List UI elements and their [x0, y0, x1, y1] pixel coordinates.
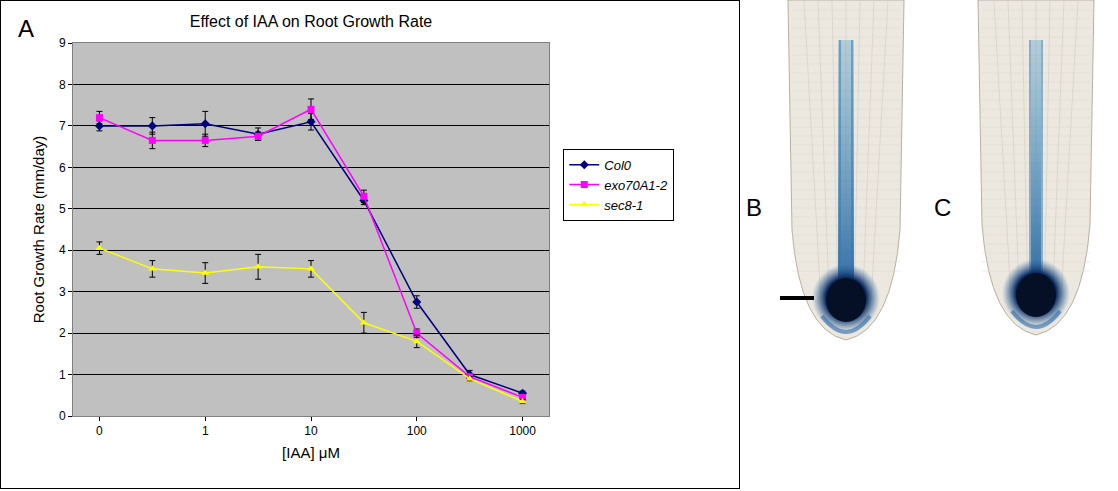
svg-text:sec8-1: sec8-1: [604, 198, 643, 213]
svg-text:Root Growth Rate (mm/day): Root Growth Rate (mm/day): [30, 136, 47, 324]
svg-text:8: 8: [59, 78, 66, 92]
svg-text:2: 2: [59, 326, 66, 340]
svg-text:[IAA] μM: [IAA] μM: [282, 444, 340, 461]
svg-text:A: A: [18, 15, 34, 42]
svg-text:7: 7: [59, 119, 66, 133]
svg-text:9: 9: [59, 36, 66, 50]
svg-text:B: B: [746, 194, 762, 221]
svg-text:4: 4: [59, 243, 66, 257]
svg-text:1000: 1000: [509, 424, 536, 438]
svg-text:0: 0: [59, 409, 66, 423]
svg-text:100: 100: [407, 424, 427, 438]
svg-text:5: 5: [59, 202, 66, 216]
svg-text:Col0: Col0: [604, 158, 632, 173]
svg-text:6: 6: [59, 161, 66, 175]
svg-text:C: C: [934, 194, 951, 221]
svg-text:exo70A1-2: exo70A1-2: [604, 178, 668, 193]
svg-text:0: 0: [96, 424, 103, 438]
svg-text:1: 1: [59, 368, 66, 382]
svg-text:10: 10: [304, 424, 318, 438]
svg-text:3: 3: [59, 285, 66, 299]
svg-text:1: 1: [202, 424, 209, 438]
svg-text:Effect of IAA on Root Growth R: Effect of IAA on Root Growth Rate: [190, 13, 433, 30]
